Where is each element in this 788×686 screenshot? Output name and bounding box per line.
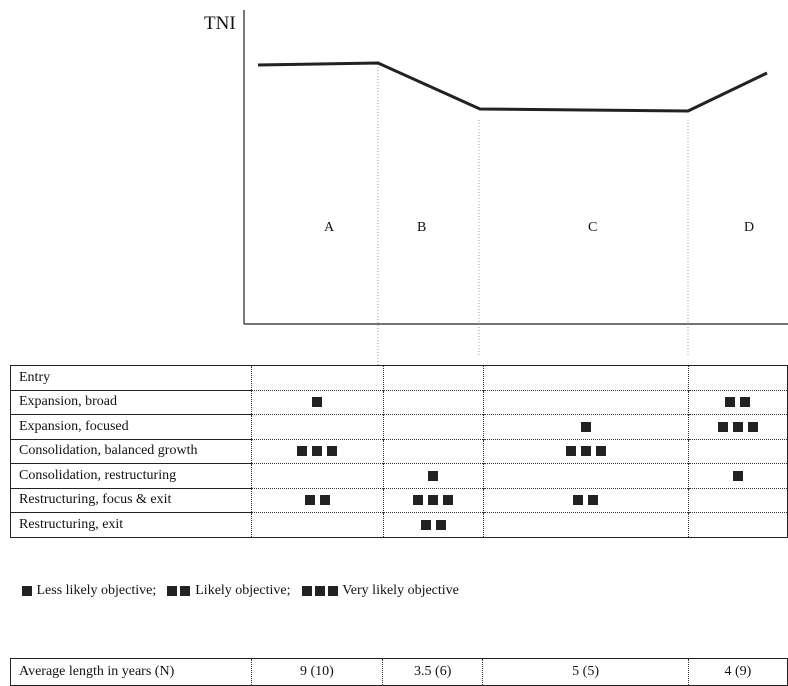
phase-label-d: D — [744, 220, 755, 235]
objective-row: Restructuring, focus & exit — [10, 487, 788, 513]
likelihood-square — [580, 421, 591, 432]
likelihood-square — [740, 397, 751, 408]
objective-cell-d — [688, 463, 788, 488]
objective-cell-c — [483, 512, 689, 537]
likelihood-square — [420, 519, 431, 530]
objective-cell-d — [688, 438, 788, 464]
objective-label: Expansion, broad — [10, 389, 253, 415]
objective-label: Consolidation, balanced growth — [10, 438, 253, 464]
legend-square-icon — [301, 585, 312, 596]
objective-cell-b — [383, 463, 484, 488]
average-label: Average length in years (N) — [10, 658, 252, 686]
objective-cell-a — [251, 463, 384, 488]
likelihood-square — [312, 397, 323, 408]
objective-row: Restructuring, exit — [10, 512, 788, 537]
likelihood-square — [435, 519, 446, 530]
y-axis-label: TNI — [204, 13, 236, 34]
objective-cell-c — [483, 414, 689, 439]
average-value-b: 3.5 (6) — [382, 658, 484, 686]
average-value-d: 4 (9) — [724, 664, 752, 679]
likelihood-square — [304, 495, 315, 506]
objective-cell-a — [251, 389, 384, 415]
legend-square-icon — [327, 585, 338, 596]
likelihood-square — [747, 421, 758, 432]
legend-less-squares — [20, 583, 33, 598]
objective-label: Restructuring, focus & exit — [10, 487, 253, 513]
objective-label: Entry — [10, 365, 253, 390]
objective-cell-a — [251, 414, 384, 439]
objective-row: Consolidation, restructuring — [10, 463, 788, 488]
objective-cell-b — [383, 389, 484, 415]
legend-square-icon — [21, 585, 32, 596]
objective-label: Expansion, focused — [10, 414, 253, 439]
objective-cell-b — [383, 487, 484, 513]
phase-label-a: A — [324, 220, 335, 235]
legend-square-icon — [314, 585, 325, 596]
objective-cell-c — [483, 487, 689, 513]
objective-cell-a — [251, 438, 384, 464]
likelihood-square — [312, 446, 323, 457]
objective-cell-b — [383, 414, 484, 439]
likelihood-square — [565, 446, 576, 457]
objective-row: Entry — [10, 365, 788, 391]
likelihood-square — [580, 446, 591, 457]
objective-cell-d — [688, 487, 788, 513]
likelihood-square — [443, 495, 454, 506]
objective-cell-d — [688, 366, 787, 391]
objective-label: Restructuring, exit — [10, 512, 253, 537]
objective-cell-c — [483, 365, 689, 390]
objective-cell-a — [251, 365, 384, 390]
likelihood-square — [732, 421, 743, 432]
legend-square-icon — [180, 585, 191, 596]
phase-label-b: B — [417, 220, 427, 235]
legend-likely-label: Likely objective; — [195, 583, 291, 598]
objective-row: Consolidation, balanced growth — [10, 438, 788, 464]
average-row: Average length in years (N) 9 (10) 3.5 (… — [10, 658, 788, 686]
likelihood-square — [297, 446, 308, 457]
objective-cell-c — [483, 438, 689, 464]
objective-cell-d — [688, 512, 788, 537]
objectives-table: Entry Expansion, broad Expansion, focused C… — [10, 365, 788, 538]
objective-cell-a — [251, 512, 384, 537]
average-length-table: Average length in years (N) 9 (10) 3.5 (… — [10, 658, 788, 686]
objective-row: Expansion, broad — [10, 389, 788, 415]
legend-likely-squares — [166, 583, 192, 598]
legend-very-label: Very likely objective — [342, 583, 459, 598]
objective-cell-a — [251, 487, 384, 513]
likelihood-square — [428, 470, 439, 481]
objective-row: Expansion, focused — [10, 414, 788, 439]
objective-cell-d — [688, 414, 788, 439]
objective-cell-b — [383, 438, 484, 464]
average-value-a: 9 (10) — [251, 658, 384, 686]
likelihood-square — [428, 495, 439, 506]
tni-line — [257, 61, 768, 113]
likelihood-square — [725, 397, 736, 408]
likelihood-square — [327, 446, 338, 457]
likelihood-square — [319, 495, 330, 506]
legend-square-icon — [167, 585, 178, 596]
legend-less-label: Less likely objective; — [36, 583, 157, 598]
likelihood-square — [573, 495, 584, 506]
objective-cell-b — [383, 512, 484, 537]
objective-cell-c — [483, 389, 689, 415]
objective-cell-c — [483, 463, 689, 488]
objective-label: Consolidation, restructuring — [10, 463, 253, 488]
legend-very-squares — [300, 583, 339, 598]
average-value-c: 5 (5) — [482, 658, 689, 686]
phase-label-c: C — [588, 220, 598, 235]
objective-cell-b — [383, 365, 484, 390]
likelihood-square — [732, 470, 743, 481]
likelihood-square — [588, 495, 599, 506]
likelihood-square — [413, 495, 424, 506]
likelihood-square — [595, 446, 606, 457]
legend: Less likely objective; Likely objective;… — [20, 583, 459, 599]
objective-cell-d — [688, 389, 788, 415]
likelihood-square — [717, 421, 728, 432]
